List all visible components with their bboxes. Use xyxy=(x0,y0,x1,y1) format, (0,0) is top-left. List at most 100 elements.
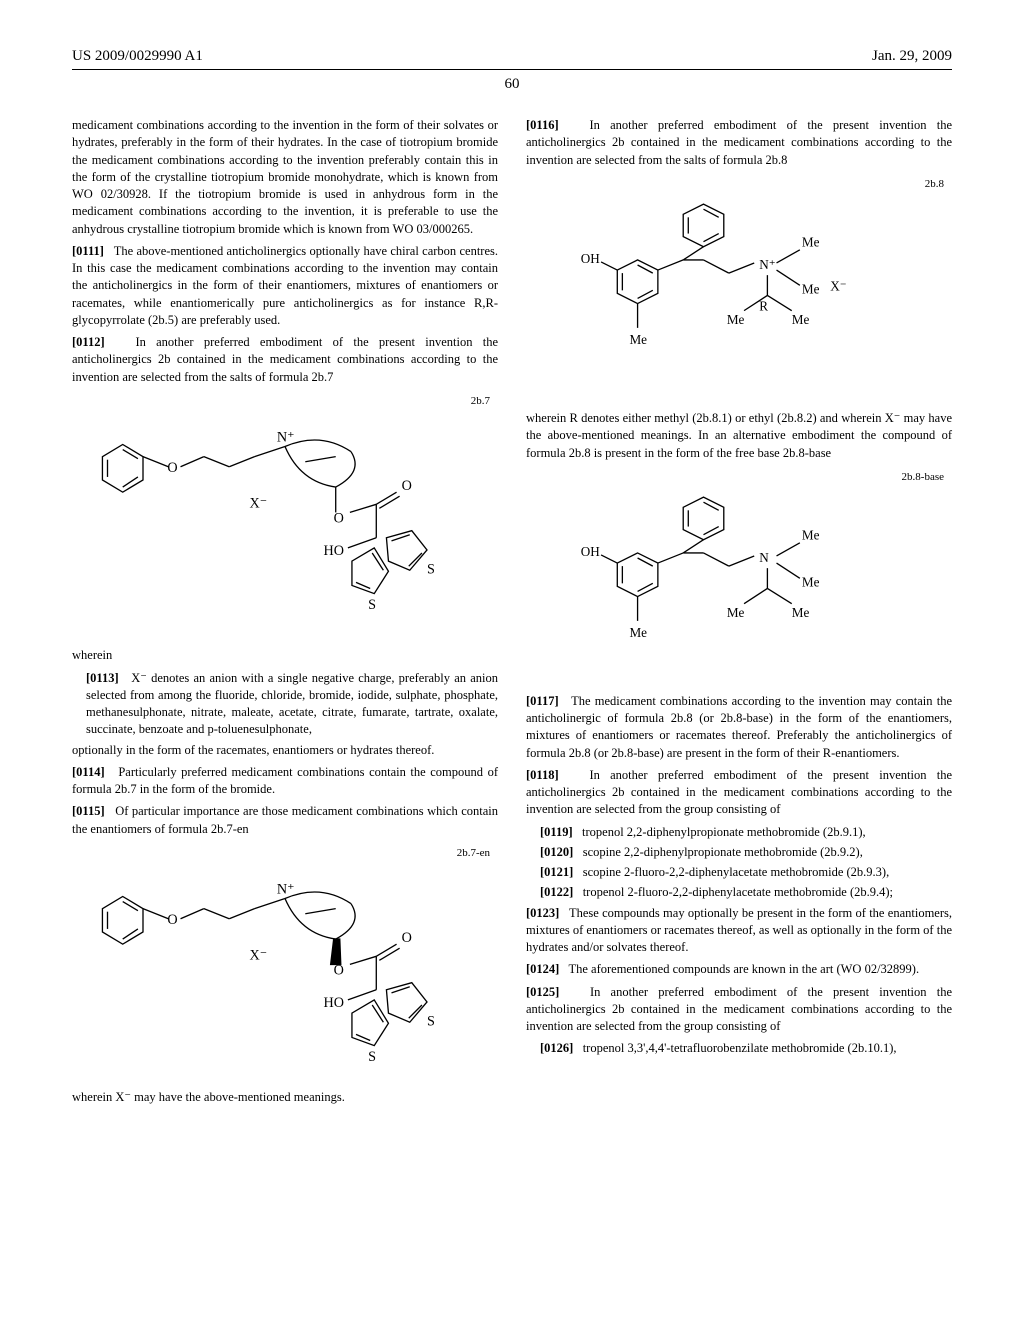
para-0111: [0111] The above-mentioned anticholinerg… xyxy=(72,243,498,329)
para-0117: [0117] The medicament combinations accor… xyxy=(526,693,952,762)
para-optionally: optionally in the form of the racemates,… xyxy=(72,742,498,759)
para-0113: [0113] X⁻ denotes an anion with a single… xyxy=(86,670,498,739)
para-num-0121: [0121] xyxy=(540,865,573,879)
para-text-0111: The above-mentioned anticholinergics opt… xyxy=(72,244,498,327)
para-text-0119: tropenol 2,2-diphenylpropionate methobro… xyxy=(582,825,866,839)
chem-2b7en-block: 2b.7-en xyxy=(72,846,498,1081)
para-0126: [0126] tropenol 3,3',4,4'-tetrafluoroben… xyxy=(540,1040,952,1057)
para-text-0118: In another preferred embodiment of the p… xyxy=(526,768,952,817)
chem-2b8b-Me1: Me xyxy=(802,528,820,543)
chem-2b8-label: 2b.8 xyxy=(526,177,944,192)
chem-2b7-O3: O xyxy=(402,478,412,494)
para-num-0119: [0119] xyxy=(540,825,573,839)
para-0124: [0124] The aforementioned compounds are … xyxy=(526,961,952,978)
para-num-0120: [0120] xyxy=(540,845,573,859)
chem-2b8-svg: OH Me Me Me N⁺ R Me Me X⁻ xyxy=(526,194,952,397)
para-text-0121: scopine 2-fluoro-2,2-diphenylacetate met… xyxy=(583,865,890,879)
para-num-0123: [0123] xyxy=(526,906,559,920)
para-0122: [0122] tropenol 2-fluoro-2,2-diphenylace… xyxy=(540,884,952,901)
para-0112: [0112] In another preferred embodiment o… xyxy=(72,334,498,386)
para-num-0125: [0125] xyxy=(526,985,559,999)
para-num-0122: [0122] xyxy=(540,885,573,899)
chem-2b7en-X: X⁻ xyxy=(250,947,268,963)
para-0120: [0120] scopine 2,2-diphenylpropionate me… xyxy=(540,844,952,861)
chem-2b8b-OH: OH xyxy=(581,544,601,559)
chem-2b8base-block: 2b.8-base OH M xyxy=(526,470,952,685)
para-0125: [0125] In another preferred embodiment o… xyxy=(526,984,952,1036)
para-text-0117: The medicament combinations according to… xyxy=(526,694,952,760)
chem-2b7en-S1: S xyxy=(427,1013,435,1029)
chem-2b8-N: N⁺ xyxy=(759,257,775,272)
chem-2b7-O2: O xyxy=(334,510,344,526)
chem-2b8b-N: N xyxy=(759,550,769,565)
para-0119: [0119] tropenol 2,2-diphenylpropionate m… xyxy=(540,824,952,841)
chem-2b7en-label: 2b.7-en xyxy=(72,846,490,861)
para-0115: [0115] Of particular importance are thos… xyxy=(72,803,498,838)
body-columns: medicament combinations according to the… xyxy=(72,117,952,1111)
para-num-0117: [0117] xyxy=(526,694,559,708)
para-num-0118: [0118] xyxy=(526,768,559,782)
para-num-0111: [0111] xyxy=(72,244,104,258)
chem-2b8b-Me-bottom: Me xyxy=(629,625,647,640)
para-num-0116: [0116] xyxy=(526,118,559,132)
wherein-x-text: wherein X⁻ may have the above-mentioned … xyxy=(72,1089,498,1106)
para-text-0122: tropenol 2-fluoro-2,2-diphenylacetate me… xyxy=(583,885,893,899)
publication-number: US 2009/0029990 A1 xyxy=(72,48,203,65)
chem-2b8b-Me2: Me xyxy=(802,574,820,589)
chem-2b8base-svg: OH Me Me Me N Me Me xyxy=(526,487,952,680)
para-text-0123: These compounds may optionally be presen… xyxy=(526,906,952,955)
chem-2b8-X: X⁻ xyxy=(830,278,846,293)
para-num-0113: [0113] xyxy=(86,671,119,685)
chem-2b7en-O3: O xyxy=(402,930,412,946)
chem-2b7-N: N⁺ xyxy=(277,429,295,445)
chem-2b8-Me-bottom: Me xyxy=(629,332,647,347)
para-num-0114: [0114] xyxy=(72,765,105,779)
chem-2b8b-Me4: Me xyxy=(792,605,810,620)
header-divider xyxy=(72,69,952,70)
para-text-0126: tropenol 3,3',4,4'-tetrafluorobenzilate … xyxy=(583,1041,897,1055)
chem-2b7-block: 2b.7 xyxy=(72,394,498,640)
chem-2b8-Me1: Me xyxy=(802,235,820,250)
para-0116: [0116] In another preferred embodiment o… xyxy=(526,117,952,169)
chem-2b8b-Me3: Me xyxy=(727,605,745,620)
para-0121: [0121] scopine 2-fluoro-2,2-diphenylacet… xyxy=(540,864,952,881)
chem-2b8-R: R xyxy=(759,299,768,314)
chem-2b7-S2: S xyxy=(368,597,376,613)
para-0123: [0123] These compounds may optionally be… xyxy=(526,905,952,957)
para-text-0116: In another preferred embodiment of the p… xyxy=(526,118,952,167)
chem-2b7en-O1: O xyxy=(167,912,177,928)
para-text-0115: Of particular importance are those medic… xyxy=(72,804,498,835)
para-0118: [0118] In another preferred embodiment o… xyxy=(526,767,952,819)
para-num-0112: [0112] xyxy=(72,335,105,349)
para-text-0125: In another preferred embodiment of the p… xyxy=(526,985,952,1034)
chem-2b7-HO: HO xyxy=(324,543,345,559)
para-text-0113: X⁻ denotes an anion with a single negati… xyxy=(86,671,498,737)
chem-2b7-S1: S xyxy=(427,561,435,577)
para-text-0114: Particularly preferred medicament combin… xyxy=(72,765,498,796)
chem-2b8-Me2: Me xyxy=(802,281,820,296)
para-text-0120: scopine 2,2-diphenylpropionate methobrom… xyxy=(583,845,863,859)
chem-2b8-Me4: Me xyxy=(792,312,810,327)
para-num-0115: [0115] xyxy=(72,804,105,818)
chem-2b7-svg: O N⁺ X⁻ O O HO S S xyxy=(72,411,498,634)
chem-2b7en-svg: O N⁺ X⁻ O O HO S S xyxy=(72,863,498,1076)
para-text-0112: In another preferred embodiment of the p… xyxy=(72,335,498,384)
chem-2b8-OH: OH xyxy=(581,251,601,266)
chem-2b8-Me3: Me xyxy=(727,312,745,327)
chem-2b7en-S2: S xyxy=(368,1049,376,1065)
chem-2b7-label: 2b.7 xyxy=(72,394,490,409)
para-text-0124: The aforementioned compounds are known i… xyxy=(568,962,919,976)
chem-2b7en-O2: O xyxy=(334,963,344,979)
chem-2b8-block: 2b.8 xyxy=(526,177,952,402)
pre-para: medicament combinations according to the… xyxy=(72,117,498,238)
page-number: 60 xyxy=(72,76,952,93)
para-num-0124: [0124] xyxy=(526,962,559,976)
chem-2b8base-label: 2b.8-base xyxy=(526,470,944,485)
para-whereinR: wherein R denotes either methyl (2b.8.1)… xyxy=(526,410,952,462)
page-header: US 2009/0029990 A1 Jan. 29, 2009 xyxy=(72,48,952,65)
chem-2b7en-N: N⁺ xyxy=(277,881,295,897)
para-num-0126: [0126] xyxy=(540,1041,573,1055)
chem-2b7en-HO: HO xyxy=(324,995,345,1011)
wherein-text: wherein xyxy=(72,647,498,664)
publication-date: Jan. 29, 2009 xyxy=(872,48,952,65)
